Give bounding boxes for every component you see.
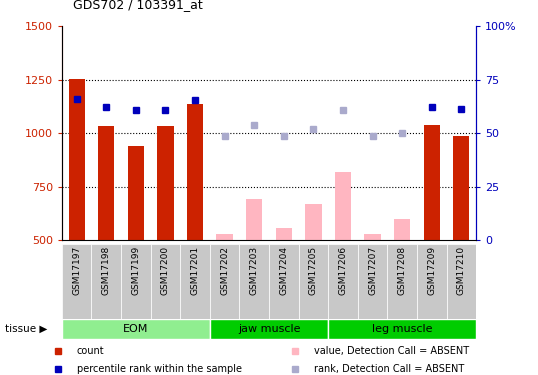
- Bar: [151, 244, 180, 321]
- Text: GSM17205: GSM17205: [309, 246, 318, 295]
- Bar: [128, 146, 144, 240]
- Bar: [246, 200, 263, 240]
- Bar: [453, 136, 470, 240]
- Bar: [358, 244, 387, 321]
- Bar: [328, 244, 358, 321]
- Bar: [447, 244, 476, 321]
- Bar: [269, 244, 299, 321]
- Bar: [417, 244, 447, 321]
- Text: leg muscle: leg muscle: [372, 324, 433, 334]
- Text: rank, Detection Call = ABSENT: rank, Detection Call = ABSENT: [314, 364, 464, 374]
- Text: EOM: EOM: [123, 324, 148, 334]
- Bar: [216, 234, 233, 240]
- Bar: [423, 124, 440, 240]
- Bar: [91, 244, 121, 321]
- Bar: [62, 319, 210, 339]
- Text: GSM17204: GSM17204: [279, 246, 288, 295]
- Text: GSM17207: GSM17207: [368, 246, 377, 295]
- Bar: [239, 244, 269, 321]
- Bar: [62, 244, 91, 321]
- Text: GSM17198: GSM17198: [102, 246, 111, 295]
- Text: percentile rank within the sample: percentile rank within the sample: [77, 364, 242, 374]
- Bar: [275, 228, 292, 240]
- Bar: [335, 172, 351, 240]
- Text: GSM17201: GSM17201: [190, 246, 200, 295]
- Text: GSM17203: GSM17203: [250, 246, 259, 295]
- Text: GSM17197: GSM17197: [72, 246, 81, 295]
- Bar: [68, 79, 85, 240]
- Bar: [210, 244, 239, 321]
- Bar: [121, 244, 151, 321]
- Bar: [299, 244, 328, 321]
- Bar: [328, 319, 476, 339]
- Bar: [98, 126, 115, 240]
- Text: GSM17199: GSM17199: [131, 246, 140, 295]
- Text: count: count: [77, 346, 104, 356]
- Bar: [210, 319, 328, 339]
- Text: tissue ▶: tissue ▶: [5, 324, 48, 334]
- Text: GSM17209: GSM17209: [427, 246, 436, 295]
- Text: GSM17200: GSM17200: [161, 246, 170, 295]
- Bar: [187, 104, 203, 240]
- Text: GSM17210: GSM17210: [457, 246, 466, 295]
- Text: GDS702 / 103391_at: GDS702 / 103391_at: [73, 0, 202, 11]
- Bar: [180, 244, 210, 321]
- Text: GSM17202: GSM17202: [220, 246, 229, 295]
- Bar: [394, 219, 410, 240]
- Text: value, Detection Call = ABSENT: value, Detection Call = ABSENT: [314, 346, 469, 356]
- Bar: [387, 244, 417, 321]
- Text: jaw muscle: jaw muscle: [238, 324, 300, 334]
- Bar: [305, 204, 322, 240]
- Text: GSM17208: GSM17208: [398, 246, 407, 295]
- Bar: [364, 234, 381, 240]
- Text: GSM17206: GSM17206: [338, 246, 348, 295]
- Bar: [157, 126, 174, 240]
